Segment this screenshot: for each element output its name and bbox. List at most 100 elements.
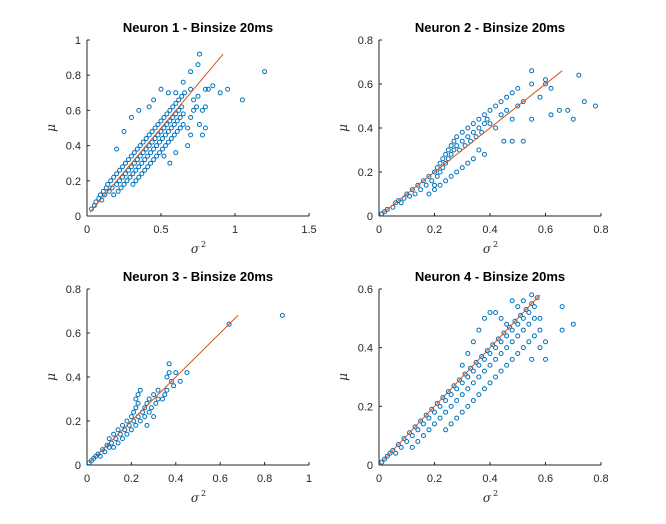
data-point [155,121,161,127]
data-point [115,188,121,194]
data-point [140,139,146,145]
x-tick-label: 0 [84,224,90,236]
data-point [440,395,446,401]
data-point [173,370,179,376]
data-point [509,116,515,122]
data-point [162,392,168,398]
data-point [515,333,521,339]
data-point [448,143,454,149]
y-tick-label: 0.8 [358,35,373,47]
data-point [448,403,454,409]
data-point [120,422,126,428]
data-point [570,321,576,327]
data-point [470,129,476,135]
data-point [484,116,490,122]
fit-line [381,294,541,463]
data-point [168,125,174,131]
data-point [401,436,407,442]
data-point [543,356,548,362]
data-point [117,167,123,173]
data-point [226,321,232,327]
data-point [128,427,134,433]
data-point [157,139,163,145]
data-point [476,125,482,131]
data-point [205,86,211,92]
data-point [459,165,465,171]
x-tick-label: 0 [84,473,90,485]
data-point [437,415,443,421]
data-point [188,86,194,92]
data-point [121,181,127,187]
y-tick-label: 0.4 [66,372,81,384]
data-point [493,356,499,362]
data-point [167,160,173,166]
data-point [487,362,493,368]
data-point [195,93,201,99]
data-point [151,97,157,103]
data-point [520,315,526,321]
data-point [174,118,180,124]
data-point [529,301,535,307]
data-point [548,85,554,91]
data-point [195,62,201,68]
data-point [196,51,202,57]
data-point [146,104,152,110]
data-point [145,164,151,170]
data-point [111,174,117,180]
data-point [498,315,504,321]
data-point [448,173,454,179]
data-point [443,160,449,166]
y-axis-label: μ [336,124,350,132]
data-point [137,153,143,159]
data-point [149,129,155,135]
data-point [501,138,507,144]
data-point [465,403,471,409]
data-point [170,104,176,110]
data-point [173,90,179,96]
data-point [504,345,510,351]
fit-line [381,70,563,215]
data-point [159,136,165,142]
data-point [526,321,532,327]
data-point [135,392,141,398]
data-point [476,362,482,368]
data-point [451,138,457,144]
data-point [217,90,223,96]
data-point [454,397,460,403]
data-point [390,447,396,453]
data-point [456,377,462,383]
data-point [142,167,148,173]
data-point [133,422,139,428]
data-point [487,351,493,357]
data-point [165,90,171,96]
data-point [188,114,194,120]
data-point [537,327,543,333]
y-tick-label: 0 [75,460,81,472]
x-tick-label: 0.6 [538,473,553,485]
data-point [177,114,183,120]
data-point [509,138,515,144]
data-point [176,107,182,113]
data-point [498,112,504,118]
data-point [470,121,476,127]
x-axis-label: σ [483,242,492,256]
data-point [418,187,424,193]
data-point [191,107,197,113]
data-point [164,387,170,393]
data-point [559,327,565,333]
data-point [484,348,490,354]
data-point [407,193,413,199]
data-point [559,304,565,310]
data-point [130,181,136,187]
data-point [128,114,134,120]
data-point [440,156,446,162]
data-point [177,378,183,384]
data-point [451,383,457,389]
data-point [180,79,186,85]
data-point [179,93,185,99]
data-point [134,146,140,152]
data-point [164,374,170,380]
data-point [184,370,190,376]
data-point [487,121,493,127]
data-point [412,191,418,197]
